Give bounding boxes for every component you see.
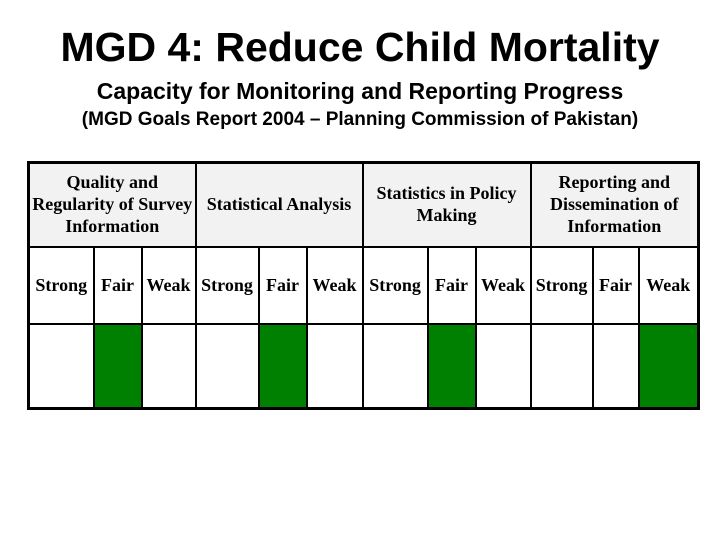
rating-header-g2-fair: Fair — [257, 245, 308, 325]
rating-cell-g2-strong — [194, 322, 260, 410]
rating-header-g4-strong: Strong — [529, 245, 594, 325]
rating-value-row — [27, 322, 700, 410]
rating-header-g2-weak: Weak — [305, 245, 364, 325]
rating-header-g3-strong: Strong — [361, 245, 429, 325]
rating-cell-g4-fair — [591, 322, 640, 410]
group-header-statistical-analysis: Statistical Analysis — [194, 161, 364, 248]
group-header-reporting-dissemination: Reporting and Dissemination of Informati… — [529, 161, 700, 248]
group-header-row: Quality and Regularity of Survey Informa… — [27, 161, 700, 248]
rating-cell-g1-strong — [27, 322, 95, 410]
rating-cell-g4-strong — [529, 322, 594, 410]
rating-cell-g1-fair — [92, 322, 143, 410]
rating-cell-g3-strong — [361, 322, 429, 410]
rating-header-g3-fair: Fair — [426, 245, 477, 325]
rating-header-g1-weak: Weak — [140, 245, 197, 325]
rating-cell-g2-fair — [257, 322, 308, 410]
rating-header-g4-fair: Fair — [591, 245, 640, 325]
rating-header-g1-fair: Fair — [92, 245, 143, 325]
rating-cell-g1-weak — [140, 322, 197, 410]
rating-cell-g3-weak — [474, 322, 532, 410]
slide-title: MGD 4: Reduce Child Mortality — [60, 24, 660, 70]
slide-subtitle: Capacity for Monitoring and Reporting Pr… — [96, 78, 624, 104]
rating-scale-row: Strong Fair Weak Strong Fair Weak Strong… — [27, 245, 700, 325]
rating-header-g4-weak: Weak — [637, 245, 700, 325]
group-header-policy-making: Statistics in Policy Making — [361, 161, 532, 248]
rating-cell-g2-weak — [305, 322, 364, 410]
capacity-table: Quality and Regularity of Survey Informa… — [27, 161, 701, 410]
group-header-survey-quality: Quality and Regularity of Survey Informa… — [27, 161, 197, 248]
rating-header-g1-strong: Strong — [27, 245, 95, 325]
rating-cell-g3-fair — [426, 322, 477, 410]
rating-header-g3-weak: Weak — [474, 245, 532, 325]
rating-cell-g4-weak — [637, 322, 700, 410]
slide-source-line: (MGD Goals Report 2004 – Planning Commis… — [81, 109, 639, 130]
rating-header-g2-strong: Strong — [194, 245, 260, 325]
